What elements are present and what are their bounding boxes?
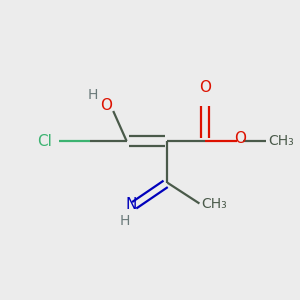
Text: N: N bbox=[125, 197, 137, 212]
Text: O: O bbox=[199, 80, 211, 95]
Text: O: O bbox=[234, 130, 246, 146]
Text: Cl: Cl bbox=[37, 134, 52, 148]
Text: CH₃: CH₃ bbox=[268, 134, 294, 148]
Text: O: O bbox=[100, 98, 112, 113]
Text: H: H bbox=[120, 214, 130, 228]
Text: CH₃: CH₃ bbox=[201, 196, 226, 211]
Text: H: H bbox=[88, 88, 98, 102]
